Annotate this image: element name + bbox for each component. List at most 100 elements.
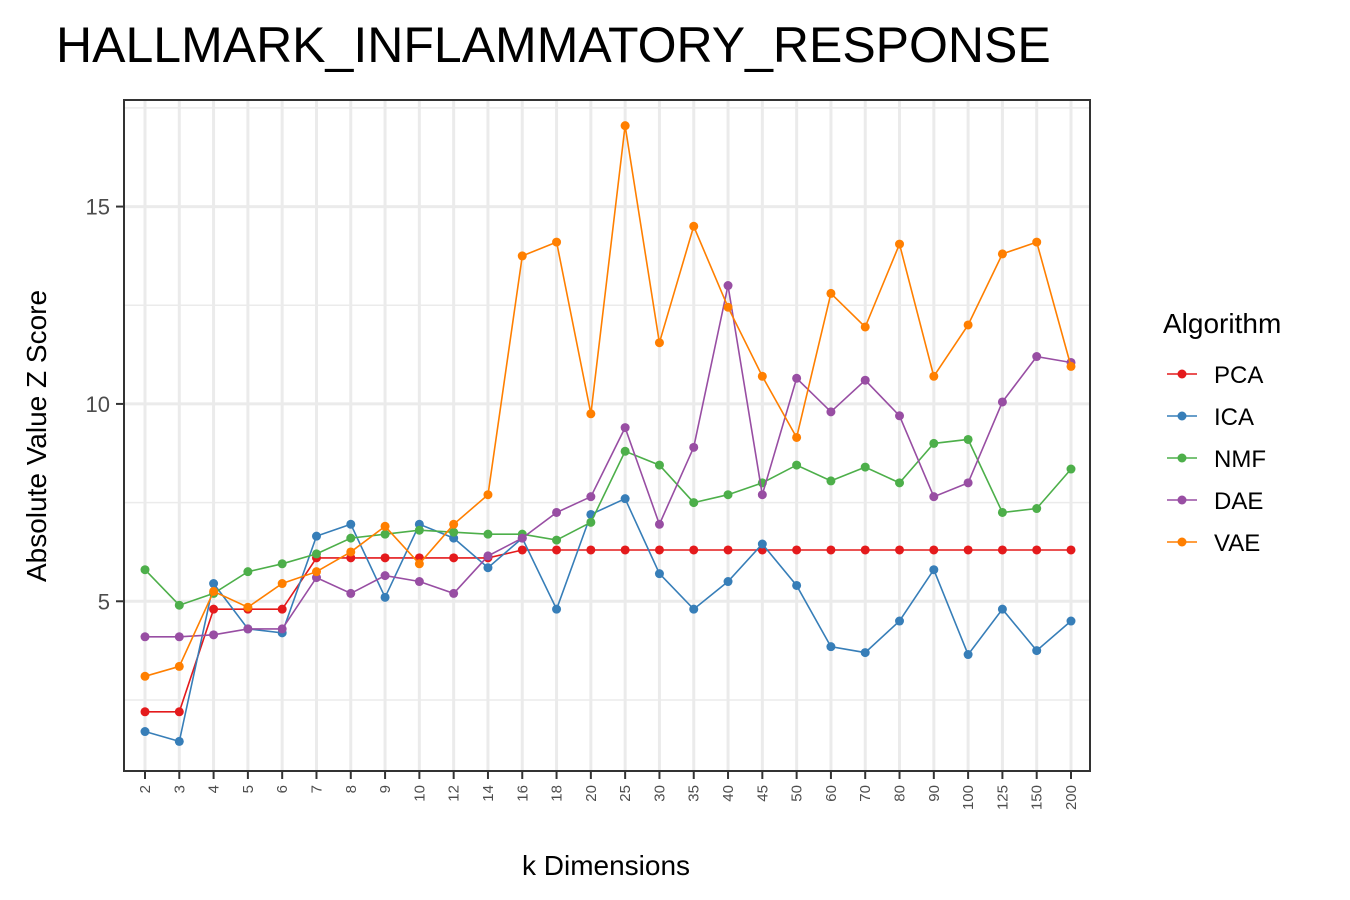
x-tick-label: 2 [137, 785, 154, 793]
data-point-vae [997, 249, 1007, 259]
data-point-nmf [895, 478, 905, 488]
data-point-ica [209, 579, 219, 589]
data-point-ica [963, 650, 973, 660]
data-point-vae [449, 519, 459, 529]
x-tick-label: 80 [892, 785, 909, 802]
x-tick-label: 4 [206, 785, 223, 793]
legend-item-vae: VAE [1167, 530, 1260, 557]
x-tick-label: 30 [651, 785, 668, 802]
data-point-nmf [1066, 464, 1076, 474]
x-tick-label: 25 [617, 785, 634, 802]
legend-label: NMF [1214, 446, 1266, 473]
legend-item-nmf: NMF [1167, 446, 1266, 473]
legend-item-ica: ICA [1167, 404, 1254, 431]
data-point-ica [689, 604, 699, 614]
y-axis: 5 10 15 [86, 195, 124, 614]
data-point-nmf [174, 600, 184, 610]
data-point-vae [346, 547, 356, 557]
legend-key-point [1177, 453, 1187, 463]
data-point-nmf [552, 535, 562, 545]
data-point-pca [1066, 545, 1076, 555]
data-point-dae [209, 630, 219, 640]
data-point-dae [757, 490, 767, 500]
data-point-pca [586, 545, 596, 555]
data-point-dae [449, 588, 459, 598]
data-point-dae [689, 442, 699, 452]
legend-label: DAE [1214, 488, 1263, 515]
data-point-dae [792, 373, 802, 383]
data-point-nmf [963, 434, 973, 444]
data-point-vae [586, 409, 596, 419]
x-axis-title: k Dimensions [522, 850, 690, 881]
data-point-pca [174, 707, 184, 717]
data-point-vae [963, 320, 973, 330]
legend-key-point [1177, 369, 1187, 379]
x-tick-label: 12 [446, 785, 463, 802]
data-point-dae [620, 423, 630, 433]
data-point-vae [757, 371, 767, 381]
data-point-pca [963, 545, 973, 555]
data-point-vae [723, 302, 733, 312]
x-tick-label: 7 [308, 785, 325, 793]
legend-key-point [1177, 411, 1187, 421]
x-tick-label: 70 [857, 785, 874, 802]
data-point-dae [826, 407, 836, 417]
data-point-nmf [277, 559, 287, 569]
data-point-dae [380, 571, 390, 581]
legend-item-dae: DAE [1167, 488, 1263, 515]
x-tick-label: 8 [343, 785, 360, 793]
data-point-dae [723, 281, 733, 291]
data-point-vae [552, 237, 562, 247]
data-point-vae [140, 671, 150, 681]
y-tick-label: 5 [98, 589, 110, 614]
data-point-vae [1066, 361, 1076, 371]
data-point-pca [929, 545, 939, 555]
legend: Algorithm PCA ICA NMF DAE VAE [1163, 308, 1281, 557]
data-point-nmf [449, 527, 459, 537]
data-point-pca [689, 545, 699, 555]
x-tick-label: 40 [720, 785, 737, 802]
x-tick-label: 60 [823, 785, 840, 802]
x-tick-label: 14 [480, 785, 497, 802]
x-tick-label: 10 [411, 785, 428, 802]
data-point-ica [380, 592, 390, 602]
data-point-ica [311, 531, 321, 541]
data-point-ica [483, 563, 493, 573]
series-vae [140, 121, 1076, 681]
data-point-vae [517, 251, 527, 261]
data-point-vae [277, 579, 287, 589]
data-point-vae [311, 567, 321, 577]
x-tick-label: 100 [960, 785, 977, 810]
data-point-ica [1066, 616, 1076, 626]
data-point-dae [346, 588, 356, 598]
x-tick-label: 5 [240, 785, 257, 793]
data-point-ica [997, 604, 1007, 614]
data-point-vae [380, 521, 390, 531]
data-point-vae [209, 586, 219, 596]
data-point-ica [723, 577, 733, 587]
x-tick-label: 150 [1029, 785, 1046, 810]
series-line-dae [145, 285, 1072, 638]
data-point-nmf [243, 567, 253, 577]
data-point-dae [586, 492, 596, 502]
series-layer [140, 121, 1076, 746]
data-point-ica [654, 569, 664, 579]
legend-label: VAE [1214, 530, 1260, 557]
data-point-vae [929, 371, 939, 381]
data-point-nmf [483, 529, 493, 539]
x-tick-label: 20 [583, 785, 600, 802]
data-point-ica [1032, 646, 1042, 656]
data-point-dae [517, 533, 527, 543]
legend-key-point [1177, 537, 1187, 547]
x-tick-label: 45 [754, 785, 771, 802]
x-tick-label: 18 [549, 785, 566, 802]
series-line-nmf [144, 438, 1072, 607]
data-point-pca [997, 545, 1007, 555]
data-point-dae [654, 519, 664, 529]
legend-title: Algorithm [1163, 308, 1281, 339]
plot-border [123, 99, 1091, 772]
data-point-ica [929, 565, 939, 575]
data-point-nmf [414, 525, 424, 535]
